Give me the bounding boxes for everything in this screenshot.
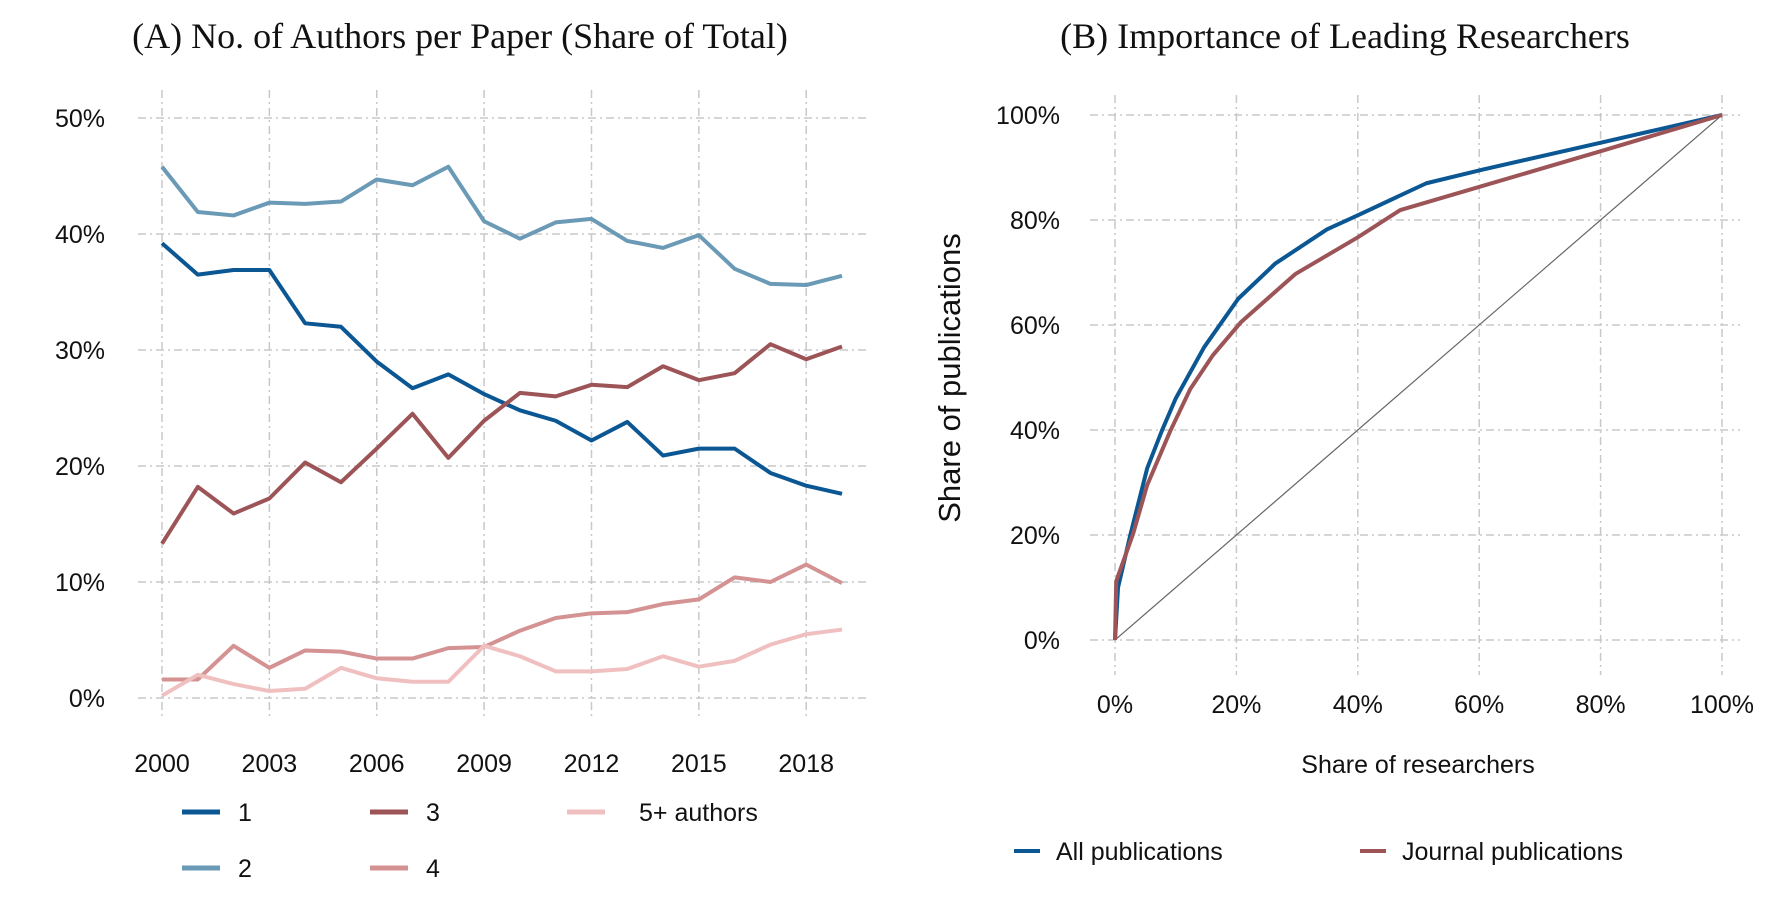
y-tick-label: 20% [1010, 522, 1060, 550]
y-tick-label: 30% [55, 337, 105, 365]
y-tick-label: 60% [1010, 312, 1060, 340]
legend-label: 3 [426, 799, 440, 827]
series-line-5authors [160, 627, 843, 698]
x-tick-label: 2006 [349, 750, 405, 778]
x-tick-label: 2003 [242, 750, 298, 778]
y-tick-label: 40% [1010, 417, 1060, 445]
x-tick-label: 2015 [671, 750, 727, 778]
x-tick-label: 100% [1690, 691, 1754, 719]
y-tick-label: 80% [1010, 207, 1060, 235]
x-tick-label: 40% [1333, 691, 1383, 719]
panel-b-plot: 0% 20% 40% 60% 80% 100% 0% 20% 40% 60% 80% 100% All … [996, 95, 1754, 866]
x-tick-label: 60% [1454, 691, 1504, 719]
x-tick-label: 0% [1097, 691, 1133, 719]
y-tick-label: 50% [55, 105, 105, 133]
y-tick-label: 20% [55, 453, 105, 481]
series-line-3 [160, 342, 843, 545]
series-line-4 [162, 562, 843, 682]
legend-label: 4 [426, 855, 440, 883]
x-tick-label: 2012 [564, 750, 620, 778]
y-tick-label: 100% [996, 102, 1060, 130]
x-tick-label: 80% [1576, 691, 1626, 719]
legend-label: 1 [238, 799, 252, 827]
legend-label: Journal publications [1402, 838, 1623, 866]
x-tick-label: 2018 [778, 750, 834, 778]
x-tick-label: 2009 [456, 750, 512, 778]
panel-b-y-axis-label: Share of publications [932, 233, 967, 523]
y-tick-label: 0% [1024, 627, 1060, 655]
equality-line [1114, 114, 1723, 641]
panel-b-title: (B) Importance of Leading Researchers [1060, 16, 1630, 56]
panel-a-plot: 0% 10% 20% 30% 40% 50% 2000 2003 2006 2009 2012 201… [55, 90, 870, 883]
y-tick-label: 0% [69, 685, 105, 713]
series-line-2 [160, 164, 843, 288]
series-line-1 [160, 241, 843, 496]
x-tick-label: 2000 [134, 750, 190, 778]
legend-label: All publications [1056, 838, 1223, 866]
legend-label: 2 [238, 855, 252, 883]
y-tick-label: 10% [55, 569, 105, 597]
legend-label: 5+ authors [639, 799, 758, 827]
series-line-journal-publications [1113, 113, 1723, 641]
panel-b-x-axis-label: Share of researchers [1301, 751, 1534, 779]
x-tick-label: 20% [1211, 691, 1261, 719]
panel-a-title: (A) No. of Authors per Paper (Share of T… [132, 16, 788, 56]
series-line-all-publications [1113, 113, 1723, 641]
y-tick-label: 40% [55, 221, 105, 249]
